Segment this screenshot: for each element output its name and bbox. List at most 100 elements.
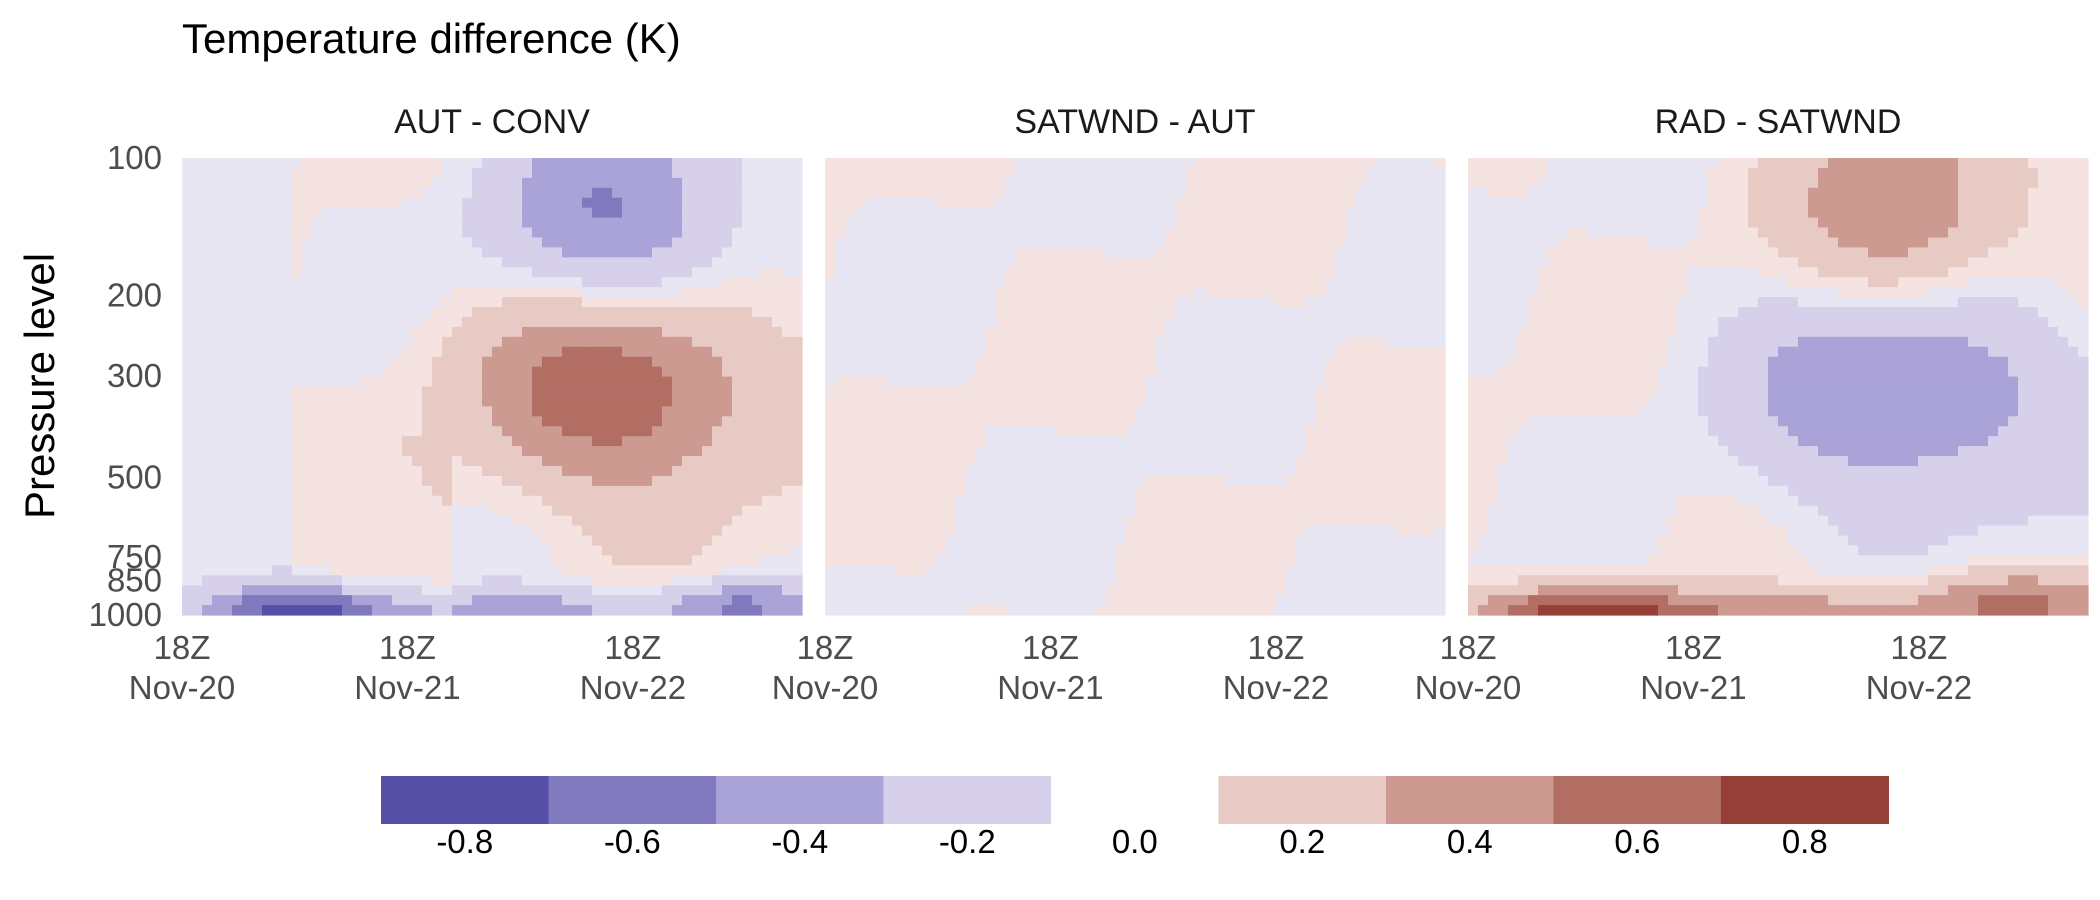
heatmap-cell	[1295, 336, 1306, 348]
heatmap-cell	[985, 416, 996, 427]
heatmap-cell	[1035, 217, 1046, 229]
heatmap-cell	[662, 525, 673, 537]
heatmap-cell	[885, 376, 896, 388]
heatmap-cell	[262, 366, 273, 378]
heatmap-cell	[572, 525, 583, 537]
heatmap-cell	[732, 267, 743, 278]
heatmap-cell	[262, 386, 273, 398]
heatmap-cell	[282, 416, 293, 427]
heatmap-cell	[995, 267, 1006, 278]
heatmap-cell	[542, 336, 553, 348]
heatmap-cell	[875, 366, 886, 378]
heatmap-cell	[342, 277, 353, 288]
heatmap-cell	[1385, 356, 1396, 368]
heatmap-cell	[242, 406, 253, 417]
heatmap-cell	[322, 217, 333, 229]
heatmap-cell	[752, 287, 763, 298]
heatmap-cell	[662, 575, 673, 586]
heatmap-cell	[925, 366, 936, 378]
heatmap-cell	[925, 158, 936, 169]
heatmap-cell	[502, 475, 513, 487]
heatmap-cell	[562, 336, 573, 348]
heatmap-cell	[955, 396, 966, 407]
heatmap-cell	[1085, 465, 1096, 477]
heatmap-cell	[382, 376, 393, 388]
heatmap-cell	[432, 406, 443, 417]
heatmap-cell	[412, 346, 423, 358]
heatmap-cell	[855, 436, 866, 447]
heatmap-cell	[642, 416, 653, 427]
heatmap-cell	[1085, 436, 1096, 447]
heatmap-cell	[282, 366, 293, 378]
heatmap-cell	[1255, 426, 1266, 437]
heatmap-cell	[582, 495, 593, 507]
heatmap-cell	[1165, 197, 1176, 209]
heatmap-cell	[835, 356, 846, 368]
heatmap-cell	[562, 525, 573, 537]
heatmap-cell	[835, 475, 846, 487]
heatmap-cell	[985, 456, 996, 467]
heatmap-cell	[1125, 446, 1136, 457]
heatmap-cell	[1255, 366, 1266, 378]
heatmap-cell	[292, 356, 303, 368]
heatmap-cell	[1235, 416, 1246, 427]
heatmap-cell	[1085, 446, 1096, 457]
heatmap-cell	[1195, 158, 1206, 169]
heatmap-cell	[512, 436, 523, 447]
heatmap-cell	[835, 237, 846, 249]
heatmap-cell	[1355, 277, 1366, 288]
heatmap-cell	[262, 535, 273, 547]
heatmap-cell	[782, 297, 793, 308]
heatmap-cell	[1105, 277, 1116, 288]
heatmap-cell	[592, 326, 603, 338]
heatmap-cell	[1295, 465, 1306, 477]
heatmap-cell	[672, 376, 683, 388]
heatmap-cell	[502, 336, 513, 348]
heatmap-cell	[552, 386, 563, 398]
heatmap-cell	[1195, 406, 1206, 417]
heatmap-cell	[895, 247, 906, 258]
heatmap-cell	[292, 376, 303, 388]
heatmap-cell	[242, 426, 253, 437]
heatmap-cell	[1375, 446, 1386, 457]
heatmap-cell	[422, 456, 433, 467]
heatmap-cell	[192, 207, 203, 219]
heatmap-cell	[1305, 326, 1316, 338]
heatmap-cell	[772, 515, 783, 527]
heatmap-cell	[752, 465, 763, 477]
heatmap-cell	[622, 595, 633, 606]
heatmap-cell	[272, 585, 283, 596]
heatmap-cell	[1435, 287, 1446, 298]
heatmap-cell	[1235, 177, 1246, 189]
heatmap-cell	[1425, 167, 1436, 179]
heatmap-cell	[222, 456, 233, 467]
heatmap-cell	[372, 227, 383, 239]
heatmap-cell	[762, 167, 773, 179]
heatmap-cell	[482, 396, 493, 407]
heatmap-cell	[965, 177, 976, 189]
heatmap-cell	[352, 207, 363, 219]
heatmap-cell	[1005, 475, 1016, 487]
heatmap-cell	[965, 475, 976, 487]
heatmap-cell	[232, 485, 243, 497]
heatmap-cell	[845, 495, 856, 507]
heatmap-cell	[1285, 366, 1296, 378]
heatmap-cell	[742, 346, 753, 358]
heatmap-cell	[1175, 326, 1186, 338]
heatmap-cell	[1285, 396, 1296, 407]
heatmap-cell	[1165, 297, 1176, 308]
heatmap-cell	[622, 535, 633, 547]
heatmap-cell	[592, 585, 603, 596]
heatmap-cell	[1015, 247, 1026, 258]
heatmap-cell	[732, 575, 743, 586]
heatmap-cell	[282, 197, 293, 209]
heatmap-cell	[602, 485, 613, 497]
heatmap-cell	[825, 267, 836, 278]
heatmap-cell	[742, 456, 753, 467]
heatmap-cell	[1005, 158, 1016, 169]
heatmap-cell	[1345, 158, 1356, 169]
heatmap-cell	[422, 187, 433, 199]
heatmap-cell	[222, 386, 233, 398]
heatmap-cell	[442, 505, 453, 517]
heatmap-cell	[212, 366, 223, 378]
